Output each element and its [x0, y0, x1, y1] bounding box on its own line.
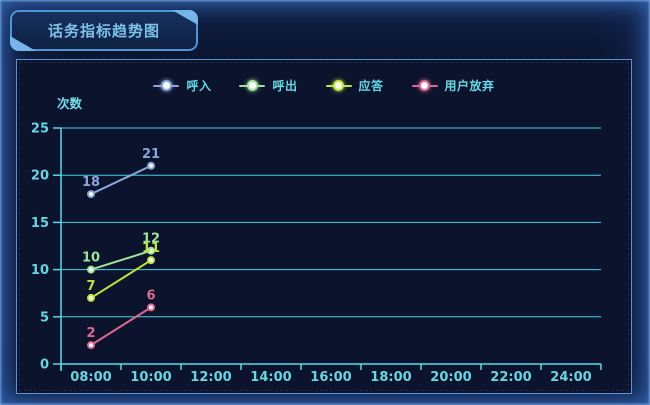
data-point-3-0[interactable]: [87, 341, 95, 350]
data-label-2-0: 7: [86, 279, 95, 294]
x-tick-label: 12:00: [190, 370, 231, 385]
legend-marker-icon: [239, 80, 266, 92]
data-point-1-1[interactable]: [147, 246, 155, 255]
data-point-2-1[interactable]: [147, 256, 155, 265]
legend-item-label: 呼出: [272, 79, 298, 93]
data-point-0-0[interactable]: [87, 190, 95, 199]
legend-marker-icon: [325, 80, 352, 92]
data-label-0-0: 18: [82, 175, 100, 190]
legend-dot-icon: [160, 80, 172, 91]
legend-dot-icon: [419, 80, 431, 91]
data-label-0-1: 21: [142, 147, 160, 162]
chart-panel: 呼入 呼出 应答 用户放弃 次数 0 5 10 15 20 25 08:00 10:00 12:00 1…: [16, 59, 632, 394]
series-line-2: [90, 259, 152, 299]
x-tick-label: 10:00: [130, 370, 171, 385]
legend-marker-icon: [411, 80, 438, 92]
x-tick-label: 18:00: [370, 370, 411, 385]
data-point-2-0[interactable]: [87, 293, 95, 302]
x-tick-label: 24:00: [550, 370, 591, 385]
chart-legend: 呼入 呼出 应答 用户放弃: [17, 77, 631, 94]
y-tick-label: 5: [40, 310, 49, 325]
series-line-0: [90, 164, 152, 196]
x-tick-label: 16:00: [310, 370, 351, 385]
legend-item-label: 呼入: [186, 79, 212, 93]
series-line-1: [90, 249, 152, 271]
y-tick-label: 10: [31, 263, 49, 278]
data-point-0-1[interactable]: [147, 161, 155, 170]
page-title: 话务指标趋势图: [47, 22, 160, 40]
chart-svg: 0 5 10 15 20 25 08:00 10:00 12:00 14:00 16:00 18:00…: [31, 122, 602, 385]
x-tick-label: 14:00: [250, 370, 291, 385]
series-line-3: [90, 306, 152, 347]
legend-dot-icon: [246, 80, 258, 91]
legend-item-1[interactable]: 呼出: [239, 77, 297, 94]
x-tick-label: 08:00: [70, 370, 111, 385]
x-tick-label: 20:00: [430, 370, 471, 385]
data-label-1-1: 12: [142, 232, 160, 247]
legend-dot-icon: [333, 80, 344, 91]
data-label-3-0: 2: [86, 326, 95, 341]
data-label-2-1: 11: [142, 241, 160, 256]
data-label-1-0: 10: [82, 251, 100, 266]
legend-item-2[interactable]: 应答: [325, 77, 384, 94]
y-tick-label: 25: [31, 122, 49, 137]
title-badge: 话务指标趋势图: [10, 10, 198, 51]
y-tick-label: 0: [40, 358, 49, 373]
data-point-1-0[interactable]: [87, 265, 95, 274]
legend-item-3[interactable]: 用户放弃: [411, 77, 495, 94]
legend-item-0[interactable]: 呼入: [153, 77, 211, 94]
legend-item-label: 应答: [358, 79, 384, 93]
y-tick-label: 15: [31, 216, 49, 231]
x-tick-label: 22:00: [490, 370, 531, 385]
y-axis-title: 次数: [57, 96, 83, 111]
y-tick-label: 20: [31, 169, 49, 184]
legend-item-label: 用户放弃: [444, 79, 495, 93]
legend-marker-icon: [153, 80, 180, 92]
data-label-3-1: 6: [146, 288, 155, 303]
data-point-3-1[interactable]: [147, 303, 155, 312]
